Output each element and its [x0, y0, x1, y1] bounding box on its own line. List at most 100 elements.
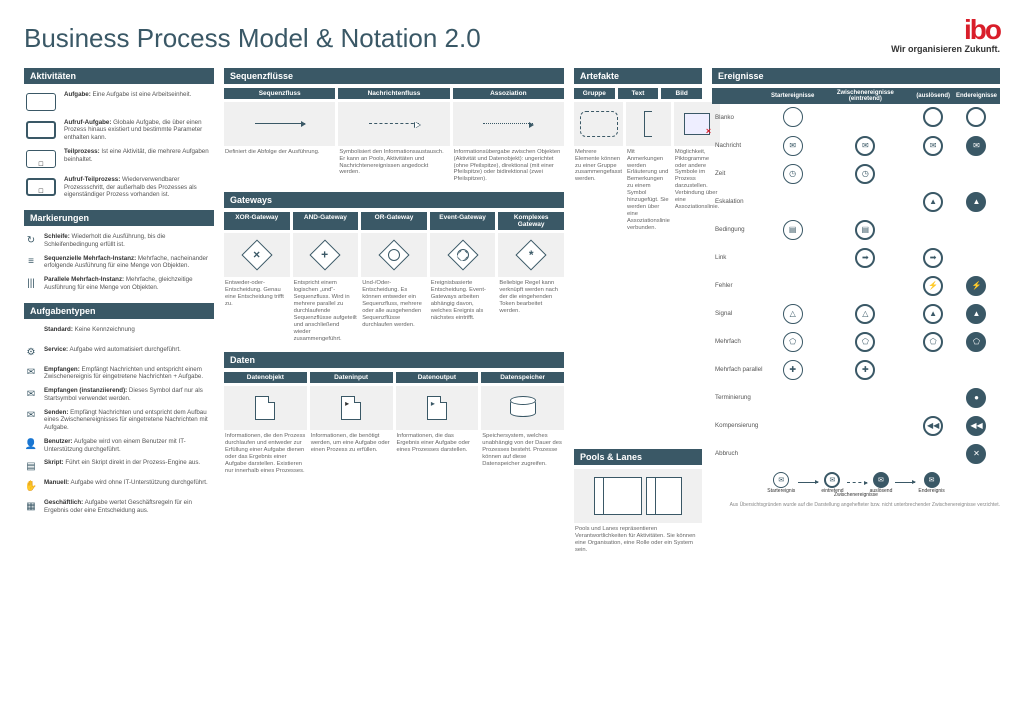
gw-subhdr: Event-Gateway — [430, 212, 496, 230]
event-icon: ▲ — [923, 304, 943, 324]
gateway-item: + Entspricht einem logischen „und“-Seque… — [293, 233, 359, 344]
tasktype-row: ✉ Senden: Empfängt Nachrichten und entsp… — [24, 406, 214, 435]
event-row-label: Eskalation — [712, 188, 768, 216]
gateway-diamond: + — [310, 240, 341, 271]
hdr-aufgabentypen: Aufgabentypen — [24, 303, 214, 319]
marking-icon: ≡ — [24, 255, 38, 269]
event-icon: ▤ — [855, 220, 875, 240]
tasktype-row: ▤ Skript: Führt ein Skript direkt in der… — [24, 456, 214, 476]
event-row: Nachricht✉✉✉✉ — [712, 132, 1000, 160]
gw-subhdr: AND-Gateway — [293, 212, 359, 230]
footnote: Aus Übersichtsgründen wurde auf die Dars… — [712, 502, 1000, 508]
flow-inter2-icon: ✉ — [873, 472, 889, 488]
activity-row: Aufruf-Teilprozess: Wiederverwendbarer P… — [24, 173, 214, 202]
event-row-label: Mehrfach — [712, 328, 768, 356]
event-flow-diagram: ✉ Startereignis ✉ eintretend ✉ auslösend… — [712, 472, 1000, 494]
tasktype-row: ⚙ Service: Aufgabe wird automatisiert du… — [24, 343, 214, 363]
seq-item: Definiert die Abfolge der Ausführung. — [224, 102, 335, 185]
event-icon: ✉ — [966, 136, 986, 156]
activity-row: Aufruf-Aufgabe: Globale Aufgabe, die übe… — [24, 116, 214, 145]
gateway-diamond: * — [516, 240, 547, 271]
seq-subhdr: Sequenzfluss — [224, 88, 335, 99]
gw-subhdr: Komplexes Gateway — [498, 212, 564, 230]
event-row-label: Bedingung — [712, 216, 768, 244]
data-subhdr: Datenobjekt — [224, 372, 307, 383]
event-icon: ✚ — [783, 360, 803, 380]
tasktype-icon: ✋ — [24, 479, 38, 493]
artifact-item: Mit Anmerkungen werden Erläuterung und B… — [626, 102, 671, 233]
event-icon: ▤ — [783, 220, 803, 240]
marking-row: ≡ Sequenzielle Mehrfach-Instanz: Mehrfac… — [24, 252, 214, 274]
event-row: Eskalation ▲ ▲ — [712, 188, 1000, 216]
event-col-hdr: Endereignisse — [953, 88, 1000, 104]
event-row: Mehrfach parallel✚✚ — [712, 356, 1000, 384]
event-icon: ⬠ — [855, 332, 875, 352]
event-icon: ⬠ — [966, 332, 986, 352]
event-col-hdr: Startereignisse — [768, 88, 817, 104]
pools-desc: Pools und Lanes repräsentieren Verantwor… — [574, 525, 702, 555]
tasktype-icon: ✉ — [24, 387, 38, 401]
event-row: Link➡➡ — [712, 244, 1000, 272]
event-row: Blanko — [712, 104, 1000, 132]
event-icon: ⚡ — [923, 276, 943, 296]
event-row-label: Link — [712, 244, 768, 272]
tasktype-row: 👤 Benutzer: Aufgabe wird von einem Benut… — [24, 435, 214, 457]
event-icon: ⚡ — [966, 276, 986, 296]
event-icon: ▲ — [966, 192, 986, 212]
event-col-hdr: Zwischenereignisse (eintretend) — [817, 88, 913, 104]
hdr-aktivitaeten: Aktivitäten — [24, 68, 214, 84]
activity-row: Teilprozess: Ist eine Aktivität, die meh… — [24, 145, 214, 173]
gateway-item: * Beliebige Regel kann verknüpft werden … — [498, 233, 564, 344]
event-icon: ✕ — [966, 444, 986, 464]
header: Business Process Model & Notation 2.0 ib… — [24, 20, 1000, 54]
brand: ibo Wir organisieren Zukunft. — [891, 20, 1000, 54]
tasktype-icon: ✉ — [24, 409, 38, 423]
tasktype-row: ✋ Manuell: Aufgabe wird ohne IT-Unterstü… — [24, 476, 214, 496]
event-row: Mehrfach⬠⬠⬠⬠ — [712, 328, 1000, 356]
pool-shape — [594, 477, 642, 515]
event-icon: ◷ — [783, 164, 803, 184]
tasktype-icon — [24, 326, 38, 340]
event-row-label: Kompensierung — [712, 412, 768, 440]
activity-shape — [26, 93, 56, 111]
marking-icon: ↻ — [24, 233, 38, 247]
event-icon: ◀◀ — [966, 416, 986, 436]
event-row-label: Fehler — [712, 272, 768, 300]
hdr-ereignisse: Ereignisse — [712, 68, 1000, 84]
event-icon: ✉ — [855, 136, 875, 156]
event-row: Kompensierung ◀◀ ◀◀ — [712, 412, 1000, 440]
data-subhdr: Datenspeicher — [481, 372, 564, 383]
event-icon: ➡ — [923, 248, 943, 268]
hdr-artefakte: Artefakte — [574, 68, 702, 84]
event-row-label: Zeit — [712, 160, 768, 188]
tagline: Wir organisieren Zukunft. — [891, 44, 1000, 54]
data-item: Speichersystem, welches unabhängig von d… — [481, 386, 564, 476]
tasktype-row: ✉ Empfangen: Empfängt Nachrichten und en… — [24, 363, 214, 385]
gateway-item: × Entweder-oder-Entscheidung. Genau eine… — [224, 233, 290, 344]
event-icon: ⬠ — [783, 332, 803, 352]
lane-shape — [646, 477, 682, 515]
activity-shape — [26, 121, 56, 139]
tasktype-row: ▦ Geschäftlich: Aufgabe wertet Geschäfts… — [24, 496, 214, 518]
marking-row: ||| Parallele Mehrfach-Instanz: Mehrfach… — [24, 273, 214, 295]
gateway-diamond: × — [241, 240, 272, 271]
tasktype-icon: ▦ — [24, 499, 38, 513]
tasktype-row: Standard: Keine Kennzeichnung — [24, 323, 214, 343]
event-row-label: Mehrfach parallel — [712, 356, 768, 384]
flow-end-icon: ✉ — [924, 472, 940, 488]
marking-row: ↻ Schleife: Wiederholt die Ausführung, b… — [24, 230, 214, 252]
tasktype-icon: ▤ — [24, 459, 38, 473]
event-icon: ✉ — [923, 136, 943, 156]
events-table: StartereignisseZwischenereignisse (eintr… — [712, 88, 1000, 468]
event-icon: ▲ — [923, 192, 943, 212]
seq-subhdr: Assoziation — [453, 88, 564, 99]
event-row: Zeit◷◷ — [712, 160, 1000, 188]
data-item: Informationen, die den Prozess durchlauf… — [224, 386, 307, 476]
activity-shape — [26, 150, 56, 168]
event-icon: △ — [783, 304, 803, 324]
tasktype-icon: 👤 — [24, 438, 38, 452]
artifact-item: Mehrere Elemente können zu einer Gruppe … — [574, 102, 623, 233]
tasktype-icon: ⚙ — [24, 346, 38, 360]
event-row: Fehler ⚡ ⚡ — [712, 272, 1000, 300]
event-icon: ◀◀ — [923, 416, 943, 436]
